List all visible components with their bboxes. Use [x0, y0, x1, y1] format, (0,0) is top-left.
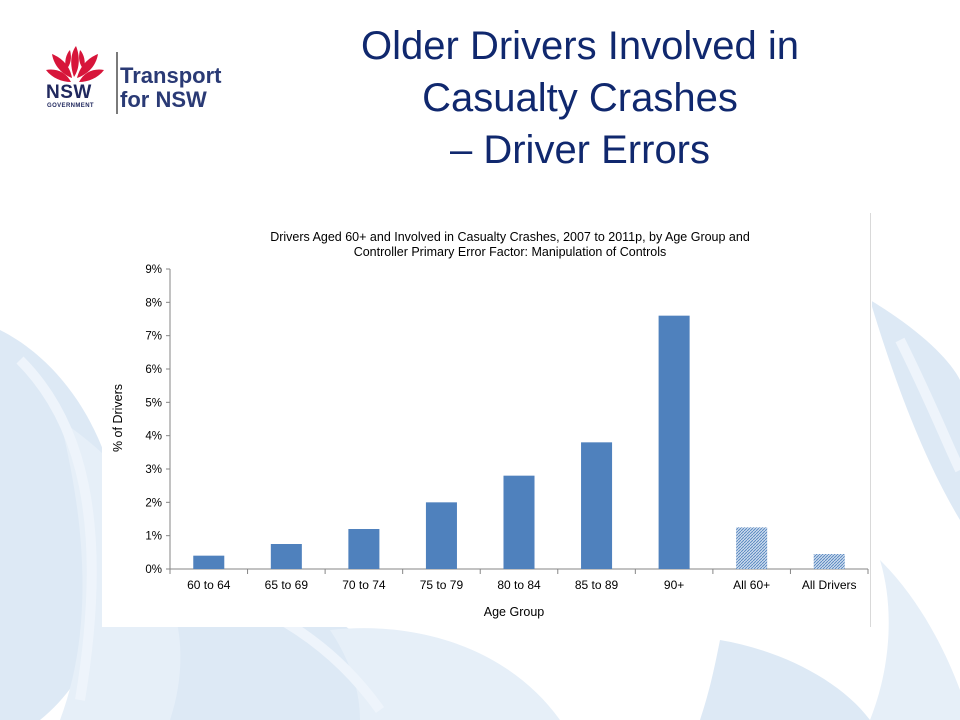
government-wordmark: GOVERNMENT	[47, 103, 95, 109]
bar	[581, 442, 613, 569]
y-tick-label: 3%	[145, 464, 162, 476]
y-tick-label: 9%	[145, 264, 162, 276]
bar	[503, 475, 535, 569]
slide-title-line: – Driver Errors	[449, 128, 711, 172]
bar-chart: Drivers Aged 60+ and Involved in Casualt…	[111, 230, 869, 619]
chart-title-line: Drivers Aged 60+ and Involved in Casualt…	[270, 230, 750, 244]
x-tick-label: 80 to 84	[497, 578, 541, 592]
logo-line-1: Transport	[120, 63, 222, 88]
waratah-logo-icon	[46, 46, 118, 114]
bar	[736, 527, 768, 569]
y-tick-label: 2%	[145, 497, 162, 509]
chart-panel-border	[870, 213, 871, 627]
y-tick-label: 6%	[145, 364, 162, 376]
x-axis-label: Age Group	[484, 605, 545, 619]
transport-for-nsw-wordmark: Transport for NSW	[120, 64, 221, 112]
bar	[193, 555, 225, 569]
slide-title: Older Drivers Involved in Casualty Crash…	[290, 20, 870, 176]
slide-title-line: Casualty Crashes	[422, 76, 738, 120]
y-tick-label: 8%	[145, 297, 162, 309]
y-axis-label: % of Drivers	[111, 384, 125, 452]
slide-title-line: Older Drivers Involved in	[361, 24, 799, 68]
x-tick-label: All Drivers	[802, 578, 857, 592]
logo-line-2: for NSW	[120, 87, 207, 112]
bar	[348, 529, 380, 569]
x-tick-label: 90+	[664, 578, 684, 592]
y-tick-label: 5%	[145, 397, 162, 409]
nsw-wordmark: NSW	[46, 82, 92, 103]
x-tick-label: All 60+	[733, 578, 770, 592]
y-tick-label: 1%	[145, 531, 162, 543]
chart-title-line: Controller Primary Error Factor: Manipul…	[354, 245, 667, 259]
x-tick-label: 70 to 74	[342, 578, 386, 592]
x-tick-label: 75 to 79	[420, 578, 464, 592]
bar	[813, 554, 845, 569]
x-tick-label: 85 to 89	[575, 578, 619, 592]
x-tick-label: 65 to 69	[265, 578, 309, 592]
x-tick-label: 60 to 64	[187, 578, 231, 592]
bar	[658, 315, 690, 569]
bar	[270, 544, 302, 569]
y-tick-label: 0%	[145, 564, 162, 576]
y-tick-label: 7%	[145, 331, 162, 343]
bar	[425, 502, 457, 569]
y-tick-label: 4%	[145, 431, 162, 443]
